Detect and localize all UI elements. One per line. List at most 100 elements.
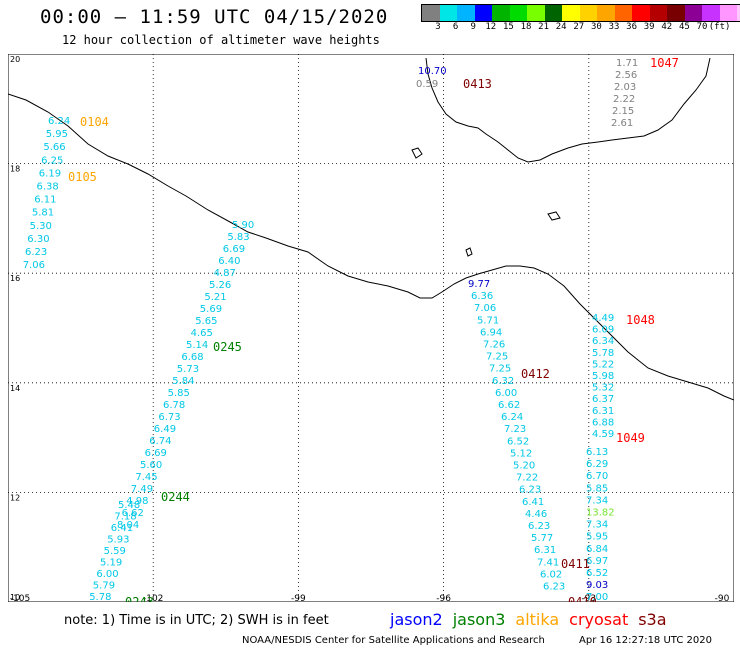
color-scale-tick: 18 (520, 22, 532, 32)
wave-height-value: 5.77 (531, 533, 553, 544)
wave-height-value: 7.25 (486, 352, 508, 363)
wave-height-value: 6.94 (480, 327, 502, 338)
wave-height-value: 5.95 (46, 129, 68, 140)
wave-height-value: 5.78 (89, 592, 111, 602)
wave-height-value: 7.25 (489, 364, 511, 375)
color-scale-tick: 12 (485, 22, 497, 32)
wave-height-value: 5.32 (592, 383, 614, 394)
wave-height-value: 6.69 (145, 448, 167, 459)
wave-height-value: 6.41 (111, 523, 133, 534)
wave-height-value: 6.62 (122, 508, 144, 519)
color-scale-tick: 24 (555, 22, 567, 32)
wave-height-value: 6.52 (507, 436, 529, 447)
map-grid: -105 -102 -99 -96 -93 -90 20 18 16 14 12 10 (8, 54, 734, 602)
color-scale-swatch (562, 5, 580, 21)
wave-height-value: 4.87 (214, 268, 236, 279)
color-scale-swatch (422, 5, 440, 21)
y-tick-label: 20 (10, 55, 20, 64)
wave-height-value: 6.84 (586, 544, 608, 555)
pass-time-label: 1049 (616, 431, 645, 445)
wave-height-value: 5.90 (232, 220, 254, 231)
wave-height-value: 0.59 (416, 79, 438, 90)
wave-height-value: 7.18 (114, 512, 136, 523)
wave-height-value: 6.25 (41, 155, 63, 166)
color-scale-swatch (632, 5, 650, 21)
color-scale-tick: 30 (590, 22, 602, 32)
wave-height-value: 6.00 (495, 388, 517, 399)
color-scale-tick: 45 (678, 22, 690, 32)
satellite-passes: 6.24 5.95 5.66 6.25 6.19 6.38 6.11 5.81 5.30 6.30… (23, 56, 679, 602)
color-scale-tick: 39 (643, 22, 655, 32)
y-tick-label: 18 (10, 165, 20, 174)
wave-height-value: 5.22 (592, 359, 614, 370)
wave-height-value: 6.23 (528, 521, 550, 532)
wave-height-value: 6.23 (519, 485, 541, 496)
wave-height-value: 5.95 (586, 532, 608, 543)
pass-time-label: 1047 (650, 56, 679, 70)
color-scale-swatch (597, 5, 615, 21)
color-scale-tick: 33 (608, 22, 620, 32)
color-scale-tick: 3 (435, 22, 441, 32)
pass-time-label: 0411 (561, 557, 590, 571)
color-scale-ticks: 3 6 9 12 15 18 21 24 27 30 33 36 39 42 45 70 (ft) (421, 22, 731, 34)
wave-height-value: 6.19 (39, 168, 61, 179)
wave-height-value: 7.06 (474, 303, 496, 314)
color-scale-swatch (509, 5, 527, 21)
wave-height-value: 7.34 (586, 495, 608, 506)
wave-height-value: 7.34 (586, 520, 608, 531)
coastline-pacific (8, 93, 734, 401)
wave-height-value: 6.62 (498, 400, 520, 411)
wave-height-value: 5.98 (592, 371, 614, 382)
wave-height-value: 6.24 (501, 412, 523, 423)
pass-time-label: 0245 (213, 340, 242, 354)
wave-height-value: 6.41 (522, 497, 544, 508)
color-scale-tick: 36 (626, 22, 638, 32)
wave-height-value: 5.85 (168, 388, 190, 399)
wave-height-value: 8.04 (117, 520, 139, 531)
color-scale-tick: 21 (538, 22, 550, 32)
legend-item-s3a: s3a (638, 610, 667, 629)
color-scale-swatch (737, 5, 740, 21)
pass-time-label: 1048 (626, 313, 655, 327)
wave-height-value: 5.73 (177, 364, 199, 375)
color-scale-tick: 9 (470, 22, 476, 32)
y-tick-label: 10 (10, 593, 20, 602)
pass-time-label: 0105 (68, 170, 97, 184)
wave-height-value: 2.61 (611, 118, 633, 129)
legend-item-jason3: jason3 (452, 610, 506, 629)
wave-height-value: 13.82 (586, 508, 615, 519)
color-scale-swatch (544, 5, 562, 21)
color-scale-swatch (439, 5, 457, 21)
wave-height-value: 6.74 (149, 436, 171, 447)
color-scale-swatch (492, 5, 510, 21)
island (465, 247, 473, 257)
wave-height-value: 7.22 (516, 473, 538, 484)
pass-time-label: 0244 (161, 490, 190, 504)
color-scale-tick: 6 (452, 22, 459, 32)
units-note: note: 1) Time is in UTC; 2) SWH is in fe… (64, 613, 329, 628)
x-tick-label: -102 (143, 594, 163, 602)
wave-height-value: 6.68 (181, 352, 203, 363)
wave-height-value: 7.23 (504, 424, 526, 435)
wave-height-value: 4.59 (592, 429, 614, 440)
color-scale-tick: 70 (696, 22, 708, 32)
page-subtitle: 12 hour collection of altimeter wave hei… (62, 33, 380, 47)
y-tick-label: 16 (10, 274, 20, 283)
wave-height-value: 7.41 (537, 557, 559, 568)
wave-height-value: 6.73 (158, 412, 180, 423)
wave-height-value: 6.11 (34, 195, 56, 206)
wave-height-value: 6.88 (592, 417, 614, 428)
wave-height-value: 5.60 (140, 460, 162, 471)
wave-height-value: 2.22 (613, 94, 635, 105)
satellite-legend: jason2 jason3 altika cryosat s3a (390, 610, 677, 629)
wave-height-value: 6.70 (586, 471, 608, 482)
wave-height-value: 5.48 (118, 500, 140, 511)
y-tick-label: 14 (10, 384, 20, 393)
wave-height-value: 4.49 (592, 313, 614, 324)
color-scale-bar (421, 4, 740, 22)
color-scale-swatch (702, 5, 720, 21)
color-scale-swatch (649, 5, 667, 21)
wave-height-value: 6.36 (471, 291, 493, 302)
wave-height-value: 6.38 (37, 182, 59, 193)
